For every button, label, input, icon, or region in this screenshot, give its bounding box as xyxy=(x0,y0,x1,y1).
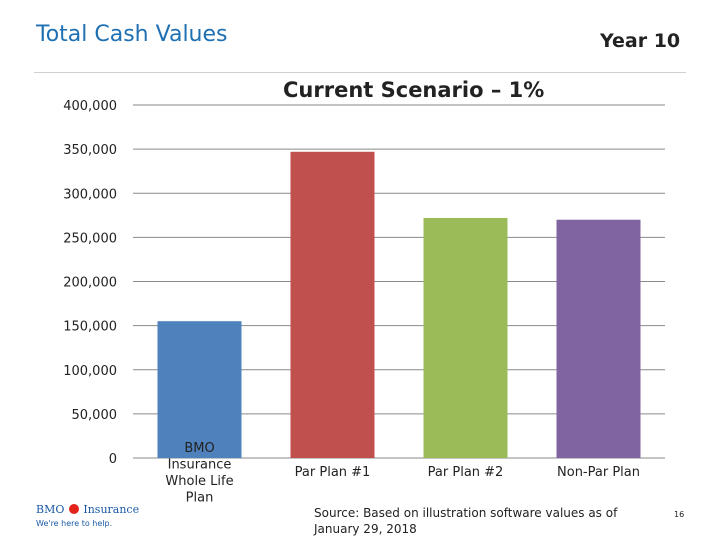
chart-title: Current Scenario – 1% xyxy=(283,78,545,102)
x-tick-label-line: Non-Par Plan xyxy=(557,465,640,480)
y-tick-label: 100,000 xyxy=(63,364,117,379)
y-tick-label: 200,000 xyxy=(63,276,117,291)
x-tick-label-line: Whole Life xyxy=(165,474,233,489)
bar xyxy=(423,217,508,458)
x-tick-label: Par Plan #1 xyxy=(295,465,371,480)
logo-product: Insurance xyxy=(83,503,140,516)
page-number: 16 xyxy=(674,510,685,519)
x-tick-label: Par Plan #2 xyxy=(428,465,504,480)
source-note: Source: Based on illustration software v… xyxy=(314,506,618,536)
x-tick-label-line: BMO xyxy=(184,441,214,456)
x-tick-label-line: Par Plan #1 xyxy=(295,465,371,480)
slide-title: Total Cash Values xyxy=(36,22,228,47)
logo-wordmark: BMO Insurance xyxy=(36,503,139,516)
x-tick-label: BMO Insurance Whole Life Plan xyxy=(165,441,233,506)
x-tick-label-line: Par Plan #2 xyxy=(428,465,504,480)
bar xyxy=(556,219,641,458)
y-tick-label: 300,000 xyxy=(63,187,117,202)
bmo-roundel-icon xyxy=(68,504,79,514)
title-divider xyxy=(34,72,686,73)
x-tick-label: Non-Par Plan xyxy=(557,465,640,480)
y-tick-label: 50,000 xyxy=(72,408,118,423)
y-tick-label: 0 xyxy=(109,452,117,467)
y-tick-label: 250,000 xyxy=(63,231,117,246)
y-tick-label: 400,000 xyxy=(63,99,117,114)
y-tick-label: 150,000 xyxy=(63,320,117,335)
bar xyxy=(290,151,375,458)
year-label: Year 10 xyxy=(600,30,681,52)
x-tick-label-line: Insurance xyxy=(168,458,232,473)
bar xyxy=(157,321,242,458)
logo-brand: BMO xyxy=(36,503,65,516)
y-tick-label: 350,000 xyxy=(63,143,117,158)
logo-tagline: We're here to help. xyxy=(36,519,113,528)
bmo-insurance-logo: BMO Insurance We're here to help. xyxy=(36,501,146,533)
x-tick-label-line: Plan xyxy=(186,491,214,506)
